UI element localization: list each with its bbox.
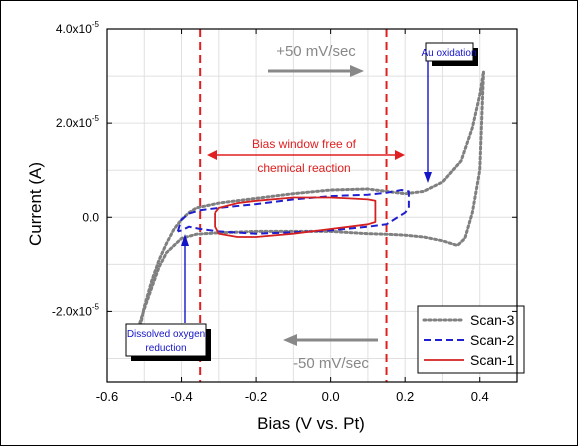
- reverse-scan-rate-label: -50 mV/sec: [293, 355, 369, 372]
- y-tick-label: -2.0x10-5: [52, 302, 100, 318]
- series-scan-2-line: [176, 189, 410, 235]
- reverse-scan-arrow: [283, 334, 378, 346]
- x-tick-label: 0.4: [471, 389, 489, 404]
- dissolved-oxygen-callout: Dissolved oxygen reduction: [125, 234, 211, 361]
- bias-window-label-line1: Bias window free of: [252, 137, 357, 151]
- legend-label: Scan-2: [470, 332, 515, 348]
- legend-label: Scan-3: [470, 312, 515, 328]
- dissolved-oxygen-label-line2: reduction: [145, 343, 186, 354]
- series-scan-1-line: [214, 196, 377, 238]
- forward-scan-rate-label: +50 mV/sec: [276, 43, 356, 60]
- bias-window-label-line2: chemical reaction: [257, 161, 350, 175]
- y-axis-ticks: 4.0x10-5 2.0x10-5 0.0 -2.0x10-5: [52, 20, 517, 318]
- bias-window-lines: [199, 29, 388, 382]
- legend-label: Scan-1: [470, 352, 515, 368]
- x-tick-label: 0.0: [322, 389, 340, 404]
- x-tick-label: -0.6: [96, 389, 118, 404]
- bias-window-arrow: [207, 150, 405, 160]
- x-tick-label: -0.4: [170, 389, 192, 404]
- x-axis-title: Bias (V vs. Pt): [257, 414, 365, 433]
- x-tick-label: 0.2: [396, 389, 414, 404]
- y-tick-label: 4.0x10-5: [56, 20, 100, 36]
- series-layer: [135, 69, 485, 335]
- x-tick-label: -0.2: [245, 389, 267, 404]
- x-axis-ticks: -0.6 -0.4 -0.2 0.0 0.2 0.4: [96, 29, 489, 404]
- au-oxidation-label: Au oxidation: [421, 48, 476, 59]
- plot-area-frame: [106, 28, 518, 383]
- dissolved-oxygen-label-line1: Dissolved oxygen: [127, 329, 205, 340]
- legend: Scan-3 Scan-2 Scan-1: [417, 305, 525, 374]
- y-tick-label: 2.0x10-5: [56, 114, 100, 130]
- y-axis-title: Current (A): [26, 162, 45, 246]
- y-tick-label: 0.0: [82, 210, 99, 224]
- forward-scan-arrow: [268, 65, 364, 77]
- au-oxidation-callout: Au oxidation: [421, 42, 478, 183]
